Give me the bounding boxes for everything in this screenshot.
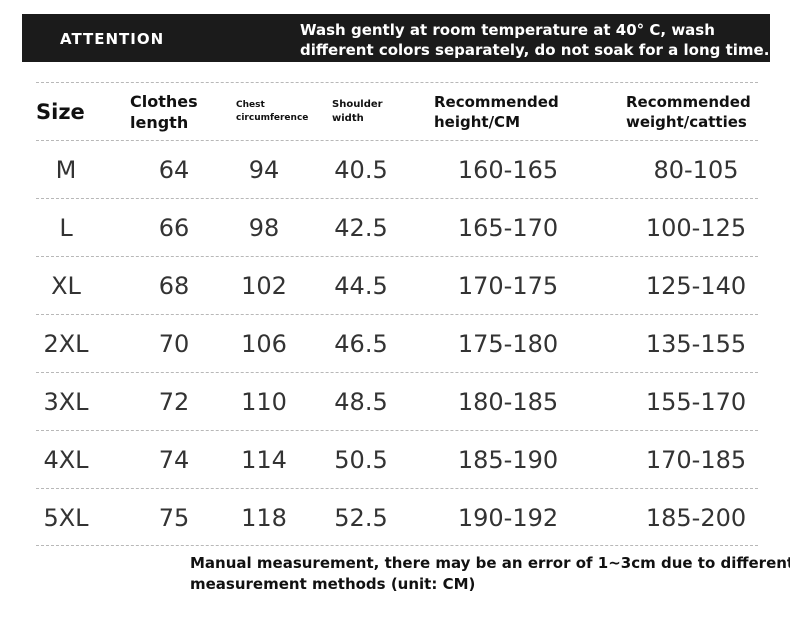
table-row: 2XL 70 106 46.5 175-180 135-155 (36, 314, 758, 372)
header-shoulder-line-2: width (332, 113, 364, 124)
cell-clothes-length: 74 (158, 446, 190, 474)
cell-shoulder: 50.5 (334, 446, 388, 474)
table-header-row: Size Clothes length Chest circumference Sh… (36, 82, 758, 140)
header-clothes-length-line-1: Clothes (130, 92, 198, 111)
cell-weight: 135-155 (645, 330, 747, 358)
cell-chest: 94 (248, 156, 280, 184)
cell-height: 190-192 (457, 504, 559, 532)
cell-clothes-length: 68 (158, 272, 190, 300)
cell-clothes-length: 72 (158, 388, 190, 416)
cell-chest: 102 (241, 272, 287, 300)
header-recommended-weight: Recommended weight/catties (626, 83, 758, 141)
cell-chest: 98 (248, 214, 280, 242)
cell-weight: 125-140 (645, 272, 747, 300)
washing-instructions-line-1: Wash gently at room temperature at 40° C… (300, 21, 715, 39)
cell-size: 2XL (43, 330, 89, 358)
table-row: XL 68 102 44.5 170-175 125-140 (36, 256, 758, 314)
header-chest-circumference: Chest circumference (236, 83, 332, 141)
banner-label: ATTENTION (60, 30, 165, 48)
table-row: 3XL 72 110 48.5 180-185 155-170 (36, 372, 758, 430)
cell-chest: 110 (241, 388, 287, 416)
header-weight-line-1: Recommended (626, 93, 751, 111)
header-size: Size (36, 100, 85, 124)
cell-clothes-length: 70 (158, 330, 190, 358)
cell-shoulder: 40.5 (334, 156, 388, 184)
cell-shoulder: 52.5 (334, 504, 388, 532)
cell-size: 3XL (43, 388, 89, 416)
table-row: 5XL 75 118 52.5 190-192 185-200 (36, 488, 758, 546)
washing-instructions: Wash gently at room temperature at 40° C… (300, 20, 770, 60)
header-height-line-1: Recommended (434, 93, 559, 111)
footnote-line-2: measurement methods (unit: CM) (190, 575, 476, 593)
cell-size: L (59, 214, 73, 242)
cell-height: 170-175 (457, 272, 559, 300)
cell-size: 4XL (43, 446, 89, 474)
header-height-line-2: height/CM (434, 113, 520, 131)
header-chest-line-2: circumference (236, 113, 309, 123)
cell-chest: 106 (241, 330, 287, 358)
header-clothes-length-line-2: length (130, 113, 189, 132)
cell-shoulder: 46.5 (334, 330, 388, 358)
cell-height: 180-185 (457, 388, 559, 416)
cell-chest: 118 (241, 504, 287, 532)
header-chest-line-1: Chest (236, 100, 265, 110)
table-row: 4XL 74 114 50.5 185-190 170-185 (36, 430, 758, 488)
table-row: M 64 94 40.5 160-165 80-105 (36, 140, 758, 198)
attention-banner: ATTENTION Wash gently at room temperatur… (22, 14, 770, 62)
cell-weight: 80-105 (653, 156, 739, 184)
cell-weight: 170-185 (645, 446, 747, 474)
cell-size: XL (51, 272, 81, 300)
table-row: L 66 98 42.5 165-170 100-125 (36, 198, 758, 256)
cell-weight: 155-170 (645, 388, 747, 416)
header-shoulder-line-1: Shoulder (332, 99, 383, 110)
cell-clothes-length: 64 (158, 156, 190, 184)
cell-clothes-length: 75 (158, 504, 190, 532)
cell-weight: 100-125 (645, 214, 747, 242)
measurement-footnote: Manual measurement, there may be an erro… (190, 553, 790, 595)
washing-instructions-line-2: different colors separately, do not soak… (300, 41, 770, 59)
cell-clothes-length: 66 (158, 214, 190, 242)
header-clothes-length: Clothes length (130, 83, 228, 141)
header-shoulder-width: Shoulder width (332, 83, 432, 141)
cell-height: 165-170 (457, 214, 559, 242)
cell-size: 5XL (43, 504, 89, 532)
cell-weight: 185-200 (645, 504, 747, 532)
header-weight-line-2: weight/catties (626, 113, 747, 131)
cell-height: 185-190 (457, 446, 559, 474)
footnote-line-1: Manual measurement, there may be an erro… (190, 554, 790, 572)
cell-height: 160-165 (457, 156, 559, 184)
cell-size: M (55, 156, 77, 184)
cell-shoulder: 44.5 (334, 272, 388, 300)
cell-shoulder: 48.5 (334, 388, 388, 416)
cell-shoulder: 42.5 (334, 214, 388, 242)
header-recommended-height: Recommended height/CM (434, 83, 580, 141)
cell-chest: 114 (241, 446, 287, 474)
cell-height: 175-180 (457, 330, 559, 358)
size-chart-table: Size Clothes length Chest circumference Sh… (36, 82, 758, 546)
